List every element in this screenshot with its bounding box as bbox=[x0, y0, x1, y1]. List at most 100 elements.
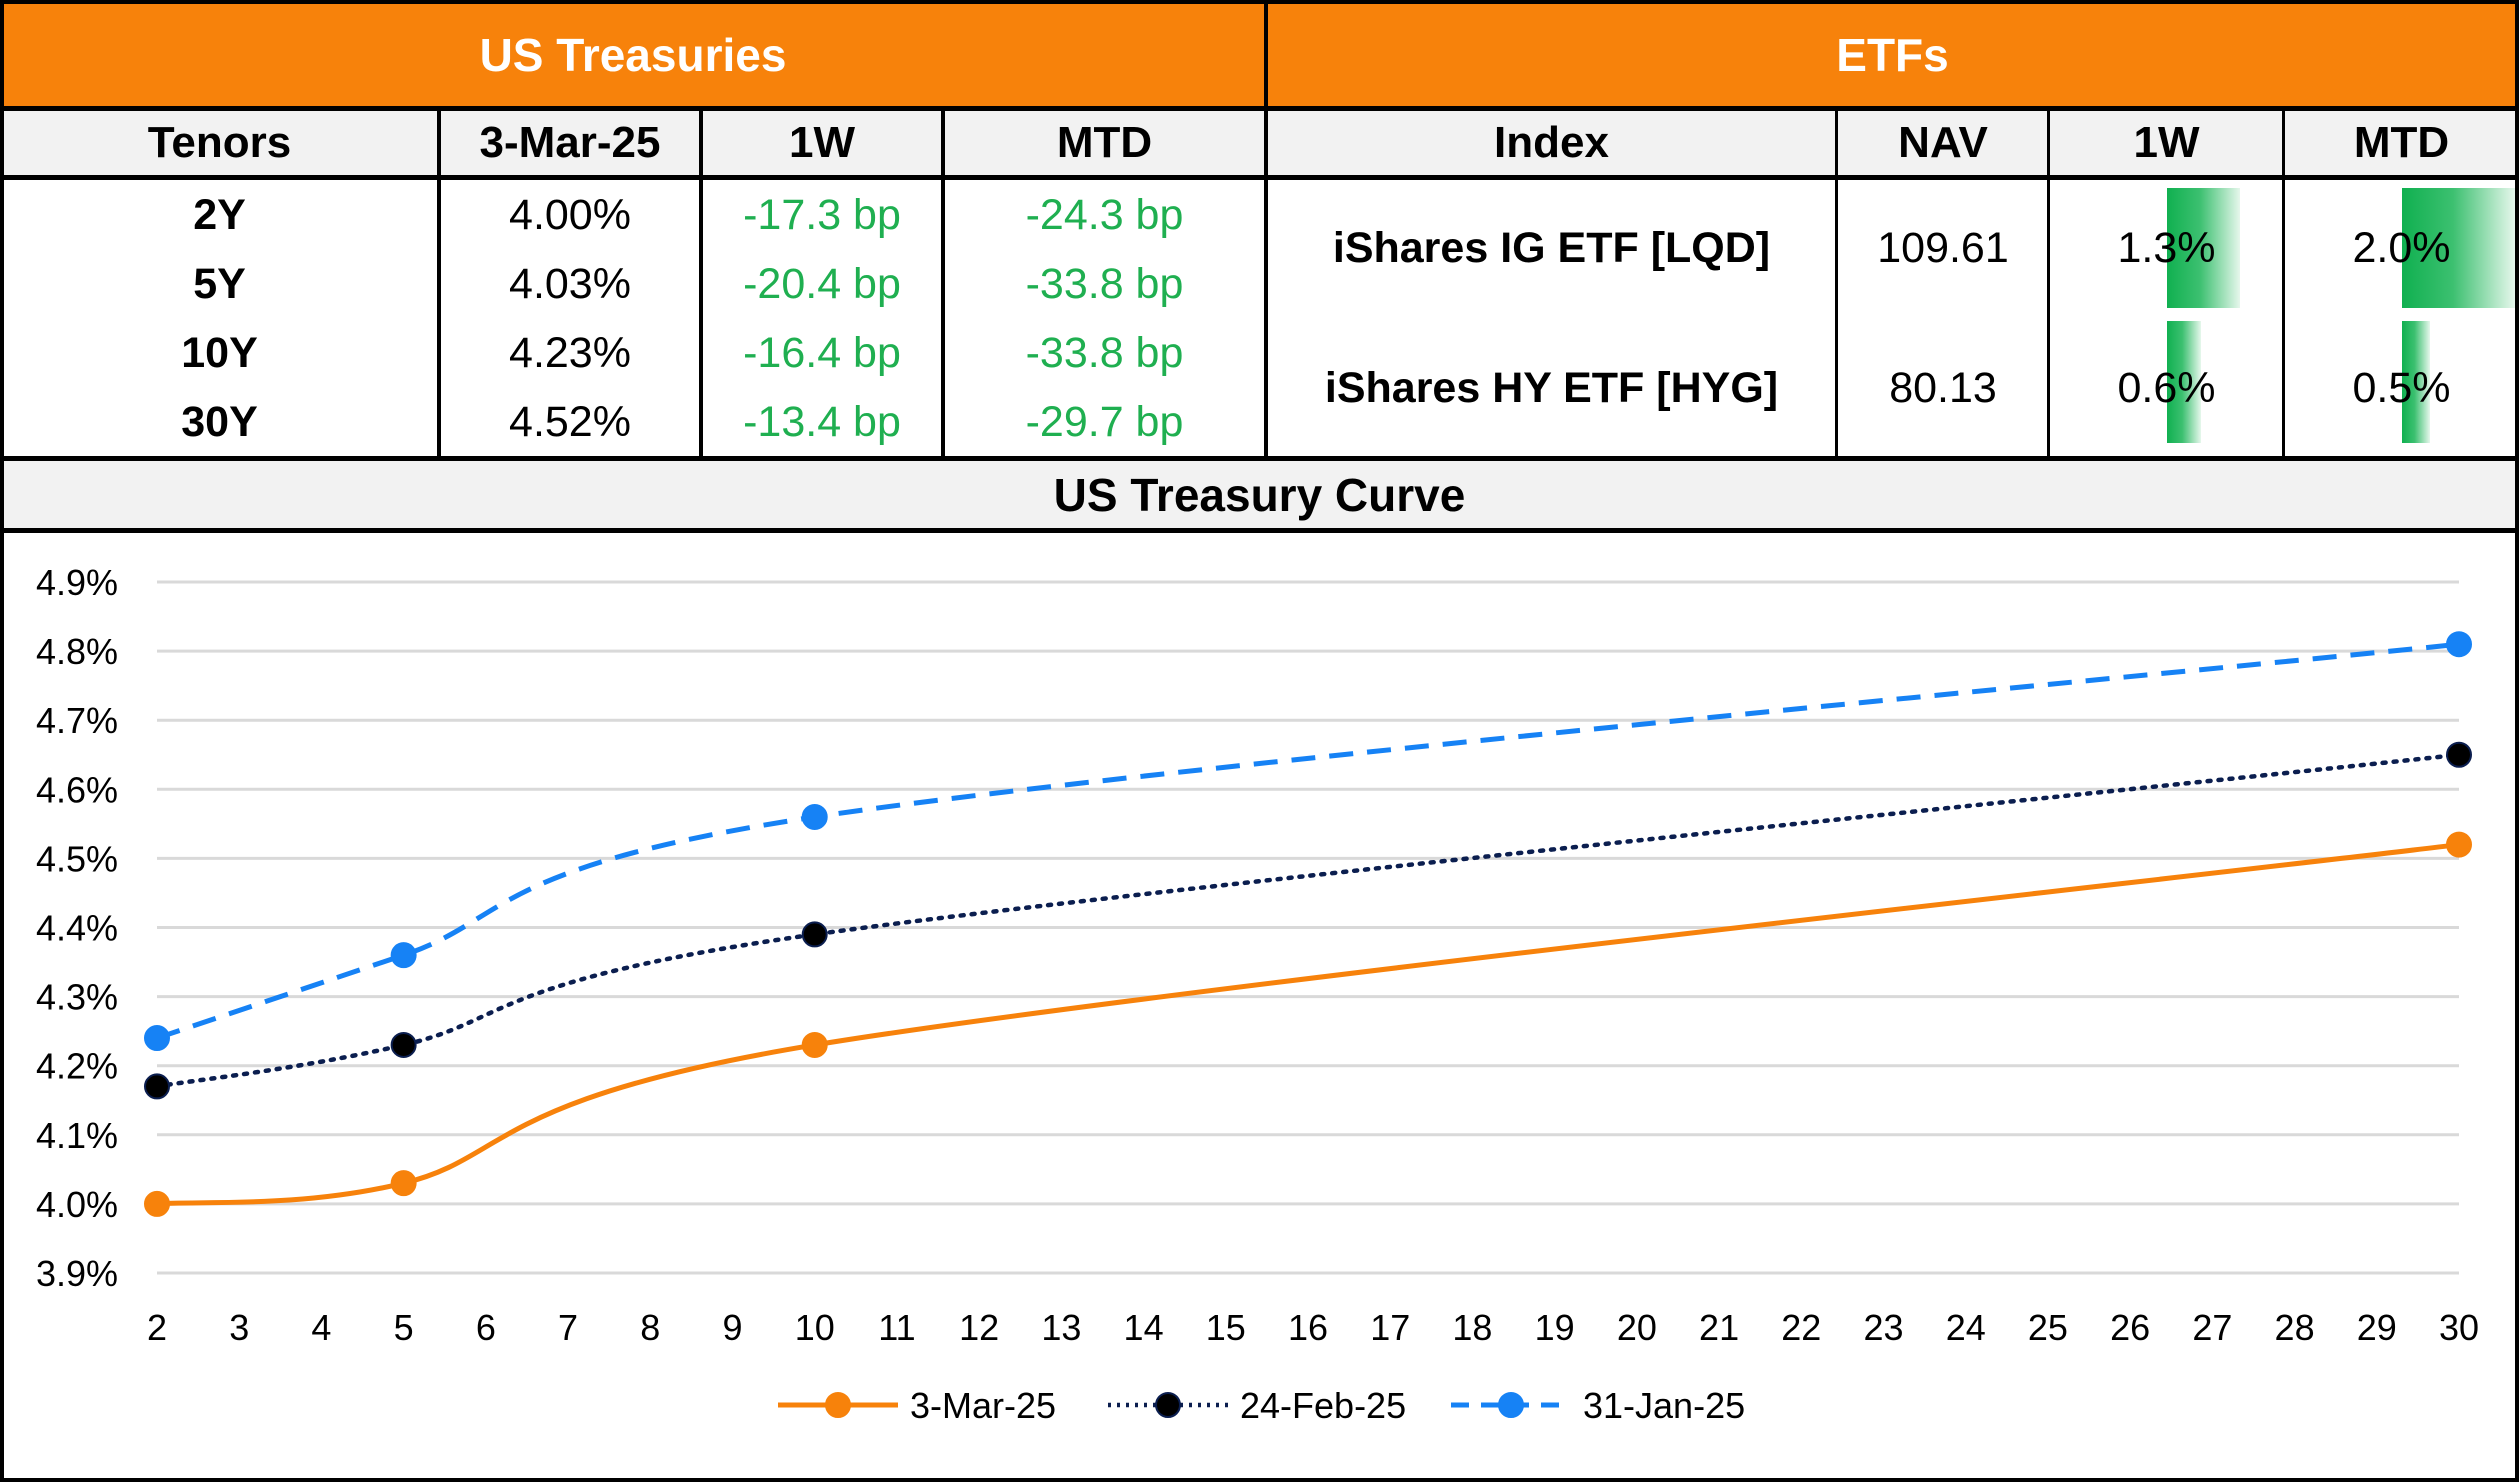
x-tick-label: 21 bbox=[1699, 1307, 1739, 1348]
x-tick-label: 24 bbox=[1946, 1307, 1986, 1348]
x-tick-label: 22 bbox=[1781, 1307, 1821, 1348]
col-header-1w: 1W bbox=[701, 109, 943, 177]
chart-title-bar: US Treasury Curve bbox=[3, 460, 2516, 530]
x-tick-label: 10 bbox=[795, 1307, 835, 1348]
legend-marker bbox=[825, 1392, 851, 1418]
col-header-label: MTD bbox=[2353, 118, 2450, 167]
chart-legend: 3-Mar-25 24-Feb-25 31-Jan-25 bbox=[778, 1385, 1745, 1426]
col-header-label: Index bbox=[1494, 118, 1609, 167]
etf-name-cell: iShares IG ETF [LQD] bbox=[1332, 223, 1771, 272]
gridlines bbox=[157, 580, 2459, 1275]
x-tick-label: 11 bbox=[878, 1307, 915, 1348]
series-line-3-Mar-25 bbox=[154, 842, 2462, 1207]
x-tick-label: 12 bbox=[959, 1307, 999, 1348]
yield-cell: 4.23% bbox=[509, 329, 631, 377]
etf-mtd-data-bar bbox=[2402, 321, 2431, 443]
divider bbox=[2282, 109, 2285, 458]
divider bbox=[2515, 0, 2519, 1482]
series-markers bbox=[144, 631, 2472, 1217]
divider bbox=[0, 528, 2519, 533]
data-point-marker bbox=[2446, 631, 2472, 658]
legend-label: 31-Jan-25 bbox=[1583, 1385, 1745, 1426]
etfs-title: ETFs bbox=[1836, 28, 1949, 81]
y-tick-label: 4.1% bbox=[36, 1115, 118, 1156]
divider bbox=[0, 0, 2519, 4]
x-tick-label: 25 bbox=[2028, 1307, 2068, 1348]
data-point-marker bbox=[2446, 741, 2472, 768]
change-1w-cell: -13.4 bp bbox=[743, 398, 901, 446]
x-tick-label: 2 bbox=[147, 1307, 167, 1348]
data-point-marker bbox=[390, 1170, 417, 1197]
divider bbox=[0, 175, 2519, 180]
x-tick-label: 30 bbox=[2439, 1307, 2479, 1348]
col-header-label: 3-Mar-25 bbox=[479, 118, 661, 167]
tenor-cell: 30Y bbox=[181, 398, 258, 446]
us-treasuries-title: US Treasuries bbox=[479, 28, 787, 81]
y-tick-label: 4.5% bbox=[36, 838, 118, 879]
divider bbox=[1835, 109, 1838, 458]
divider bbox=[0, 456, 2519, 461]
etf-1w-data-bar bbox=[2167, 321, 2201, 443]
x-tick-label: 4 bbox=[311, 1307, 331, 1348]
us-treasuries-header: US Treasuries bbox=[0, 0, 1266, 109]
x-tick-label: 26 bbox=[2110, 1307, 2150, 1348]
yield-cell: 4.52% bbox=[509, 398, 631, 446]
series-lines bbox=[154, 641, 2462, 1207]
change-mtd-cell: -29.7 bp bbox=[1025, 398, 1184, 446]
divider bbox=[1264, 0, 1268, 458]
yield-cell: 4.03% bbox=[509, 260, 631, 308]
y-tick-label: 3.9% bbox=[36, 1253, 118, 1294]
etf-1w-cell: 1.3% bbox=[2117, 223, 2216, 272]
legend-label: 24-Feb-25 bbox=[1240, 1385, 1406, 1426]
tenor-cell: 10Y bbox=[181, 329, 258, 377]
data-point-marker bbox=[801, 921, 828, 948]
chart-title: US Treasury Curve bbox=[1053, 469, 1466, 521]
data-point-marker bbox=[144, 1190, 170, 1217]
data-point-marker bbox=[390, 942, 417, 969]
etf-mtd-cell: 2.0% bbox=[2352, 223, 2451, 272]
x-tick-label: 14 bbox=[1124, 1307, 1164, 1348]
divider bbox=[0, 106, 2519, 111]
y-tick-label: 4.3% bbox=[36, 977, 118, 1018]
x-tick-label: 15 bbox=[1206, 1307, 1246, 1348]
legend-label: 3-Mar-25 bbox=[910, 1385, 1056, 1426]
x-tick-label: 28 bbox=[2275, 1307, 2315, 1348]
data-point-marker bbox=[801, 1031, 828, 1058]
legend-marker bbox=[1498, 1392, 1524, 1418]
x-tick-label: 27 bbox=[2192, 1307, 2232, 1348]
data-point-marker bbox=[144, 1025, 170, 1052]
col-header-label: NAV bbox=[1898, 118, 1988, 167]
x-tick-label: 16 bbox=[1288, 1307, 1328, 1348]
change-mtd-cell: -33.8 bp bbox=[1025, 329, 1184, 377]
x-tick-label: 8 bbox=[640, 1307, 660, 1348]
x-tick-label: 7 bbox=[558, 1307, 578, 1348]
etf-name-cell: iShares HY ETF [HYG] bbox=[1324, 363, 1779, 412]
x-tick-label: 9 bbox=[722, 1307, 742, 1348]
data-point-marker bbox=[2446, 831, 2472, 858]
x-tick-label: 18 bbox=[1452, 1307, 1492, 1348]
etfs-header: ETFs bbox=[1266, 0, 2519, 109]
col-header-label: MTD bbox=[1056, 118, 1153, 167]
col-header-mtd: MTD bbox=[943, 109, 1266, 177]
x-tick-label: 13 bbox=[1041, 1307, 1081, 1348]
y-tick-label: 4.7% bbox=[36, 700, 118, 741]
y-tick-label: 4.2% bbox=[36, 1046, 118, 1087]
divider bbox=[699, 109, 703, 458]
x-axis-tick-labels: 2 3 4 5 6 7 8 9 10 11 12 13 14 15 16 17 18 19 20 21 22 23 24 25… bbox=[147, 1307, 2479, 1348]
divider bbox=[941, 109, 945, 458]
x-tick-label: 29 bbox=[2357, 1307, 2397, 1348]
y-axis-tick-labels: 3.9% 4.0% 4.1% 4.2% 4.3% 4.4% 4.5% 4.6% 4.7% 4.8%… bbox=[36, 562, 118, 1294]
col-header-tenors: Tenors bbox=[0, 109, 439, 177]
yield-cell: 4.00% bbox=[509, 191, 631, 239]
col-header-etf-mtd: MTD bbox=[2284, 109, 2519, 177]
change-1w-cell: -16.4 bp bbox=[743, 329, 901, 377]
divider bbox=[2047, 109, 2050, 458]
data-point-marker bbox=[144, 1073, 170, 1100]
col-header-nav: NAV bbox=[1837, 109, 2049, 177]
col-header-etf-1w: 1W bbox=[2049, 109, 2284, 177]
data-point-marker bbox=[390, 1031, 417, 1058]
tenor-cell: 2Y bbox=[193, 191, 246, 239]
y-tick-label: 4.6% bbox=[36, 769, 118, 810]
y-tick-label: 4.0% bbox=[36, 1184, 118, 1225]
